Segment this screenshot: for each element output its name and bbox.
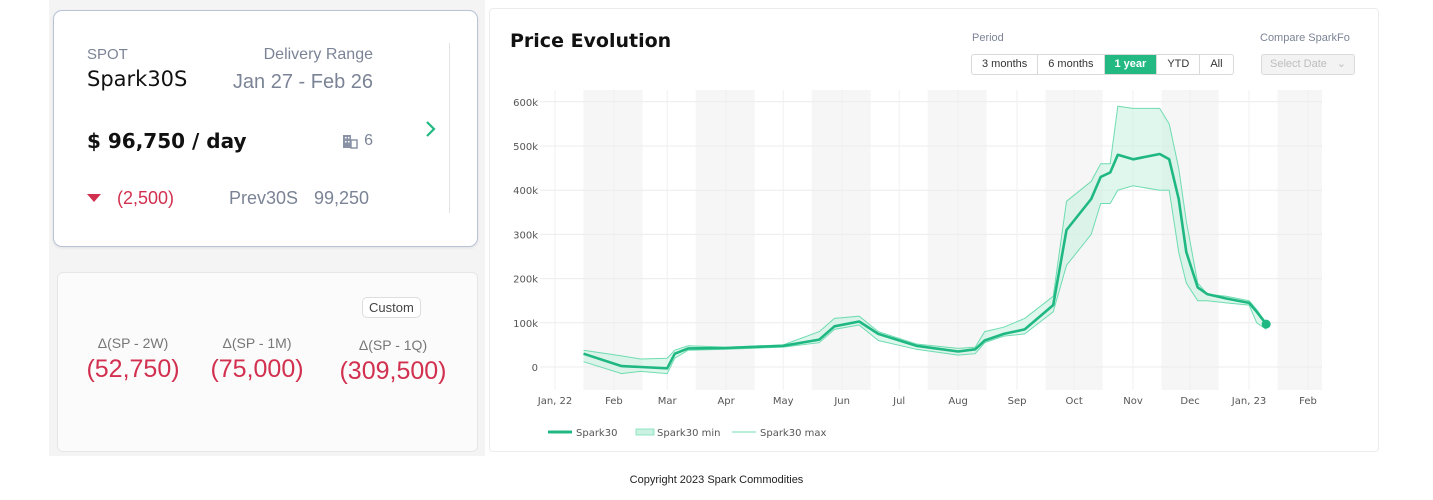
x-tick-label: Jan, 23 xyxy=(1231,396,1267,407)
shaded-band xyxy=(811,90,871,390)
delta-2w: Δ(SP - 2W) (52,750) xyxy=(78,335,188,384)
period-label: Period xyxy=(972,32,1004,44)
shaded-band xyxy=(927,90,987,390)
spot-price: $ 96,750 / day xyxy=(87,129,247,153)
delta-value: (52,750) xyxy=(86,355,180,383)
y-tick-label: 200k xyxy=(513,275,538,286)
x-tick-label: Jul xyxy=(892,396,905,407)
delivery-range-label: Delivery Range xyxy=(263,46,373,63)
x-tick-label: May xyxy=(773,396,794,407)
price-change: (2,500) xyxy=(117,188,175,208)
compare-label: Compare SparkFo xyxy=(1260,32,1350,44)
shaded-band xyxy=(583,90,643,390)
y-tick-label: 0 xyxy=(532,363,538,374)
x-tick-label: Jun xyxy=(833,396,850,407)
shaded-band xyxy=(1277,90,1322,390)
contract-name: Spark30S xyxy=(87,67,188,91)
delta-label: Δ(SP - 1M) xyxy=(222,335,292,351)
delta-card: Custom Δ(SP - 2W) (52,750) Δ(SP - 1M) (7… xyxy=(57,272,478,452)
x-tick-label: Mar xyxy=(658,396,678,407)
price-chart: 0 100k 200k 300k 400k 500k 600k Jan, 22 Feb Mar Ap… xyxy=(513,90,1322,439)
y-tick-label: 500k xyxy=(513,142,538,153)
legend-spark30-max-label: Spark30 max xyxy=(760,428,826,439)
series-line-spark30-max xyxy=(583,105,1267,360)
delta-value: (75,000) xyxy=(210,355,304,383)
x-tick-label: Oct xyxy=(1065,396,1082,407)
x-tick-label: Dec xyxy=(1180,396,1199,407)
y-tick-label: 600k xyxy=(513,98,538,109)
period-6-months[interactable]: 6 months xyxy=(1038,55,1105,74)
building-icon xyxy=(343,134,358,149)
y-tick-label: 300k xyxy=(513,230,538,241)
prev-label: Prev30S xyxy=(229,188,299,208)
x-tick-label: Nov xyxy=(1123,396,1143,407)
cargo-count: 6 xyxy=(364,132,373,149)
prev-value: 99,250 xyxy=(313,188,369,208)
spot-card[interactable]: SPOT Spark30S Delivery Range Jan 27 - Fe… xyxy=(53,10,478,247)
series-line-spark30-min xyxy=(583,185,1267,375)
x-tick-label: Feb xyxy=(1299,396,1317,407)
chart-title: Price Evolution xyxy=(510,30,672,52)
delta-value: (309,500) xyxy=(339,357,447,385)
last-point-marker xyxy=(1261,319,1271,329)
spot-label: SPOT xyxy=(87,46,128,63)
delta-1m: Δ(SP - 1M) (75,000) xyxy=(202,335,312,384)
chevron-down-icon: ⌄ xyxy=(1336,58,1346,70)
period-ytd[interactable]: YTD xyxy=(1157,55,1201,74)
y-tick-label: 100k xyxy=(513,319,538,330)
period-selector: 3 months 6 months 1 year YTD All xyxy=(971,54,1234,75)
chevron-right-icon[interactable] xyxy=(424,120,438,138)
period-all[interactable]: All xyxy=(1210,58,1223,70)
x-tick-label: Aug xyxy=(948,396,968,407)
x-tick-label: Jan, 22 xyxy=(537,396,573,407)
legend-spark30-min-swatch xyxy=(635,428,655,436)
delta-label: Δ(SP - 2W) xyxy=(97,335,169,351)
delta-1q: Δ(SP - 1Q) (309,500) xyxy=(330,337,456,386)
x-tick-label: Feb xyxy=(605,396,623,407)
x-tick-label: Apr xyxy=(717,396,735,407)
custom-button[interactable]: Custom xyxy=(362,297,421,318)
legend-spark30-min-label: Spark30 min xyxy=(657,428,721,439)
x-tick-label: Sep xyxy=(1008,396,1027,407)
card-divider xyxy=(449,43,450,213)
period-1-year[interactable]: 1 year xyxy=(1104,55,1158,74)
period-3-months[interactable]: 3 months xyxy=(972,55,1039,74)
copyright: Copyright 2023 Spark Commodities xyxy=(629,474,804,486)
down-arrow-icon xyxy=(87,194,101,202)
shaded-band xyxy=(695,90,755,390)
delivery-range: Jan 27 - Feb 26 xyxy=(232,71,373,93)
delta-label: Δ(SP - 1Q) xyxy=(358,337,428,353)
compare-placeholder: Select Date xyxy=(1270,58,1327,70)
legend-spark30-label: Spark30 xyxy=(576,428,617,439)
series-line-spark30 xyxy=(583,152,1268,370)
y-tick-label: 400k xyxy=(513,186,538,197)
compare-date-select[interactable]: Select Date ⌄ xyxy=(1261,54,1355,75)
